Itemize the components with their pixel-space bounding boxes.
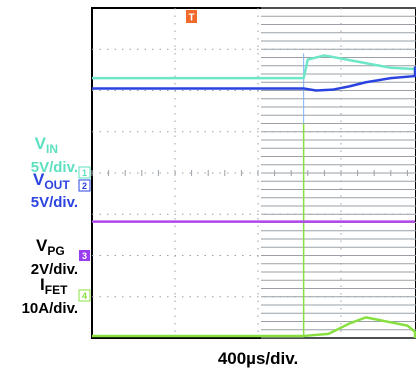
- svg-text:IFET: IFET: [40, 275, 68, 297]
- vpg-label: VPG: [36, 236, 65, 258]
- vin-label: VIN: [35, 134, 58, 156]
- svg-text:VIN: VIN: [35, 134, 58, 156]
- svg-text:4: 4: [82, 291, 87, 301]
- channel-2-marker: 2: [78, 179, 91, 192]
- vout-label: VOUT: [33, 170, 70, 192]
- x-axis-label: 400µs/div.: [218, 349, 298, 368]
- svg-text:2: 2: [82, 181, 87, 191]
- ifet-label: IFET: [40, 275, 68, 297]
- svg-text:VOUT: VOUT: [33, 170, 70, 192]
- channel-3-marker: 3: [79, 250, 90, 261]
- vout-scale: 5V/div.: [31, 194, 78, 211]
- svg-text:3: 3: [82, 251, 87, 261]
- svg-text:1: 1: [82, 168, 87, 178]
- trigger-marker-text: T: [188, 13, 194, 24]
- trace-vout: [92, 66, 416, 92]
- svg-text:VPG: VPG: [36, 236, 65, 258]
- trace-ifet: [92, 316, 416, 338]
- vpg-scale: 2V/div.: [31, 261, 78, 278]
- vin-scale: 5V/div.: [31, 159, 78, 176]
- traces: [92, 53, 416, 338]
- trigger-marker: T: [186, 10, 197, 24]
- channel-4-marker: 4: [78, 289, 91, 302]
- ifet-scale: 10A/div.: [22, 300, 78, 317]
- channel-1-marker: 1: [78, 166, 91, 179]
